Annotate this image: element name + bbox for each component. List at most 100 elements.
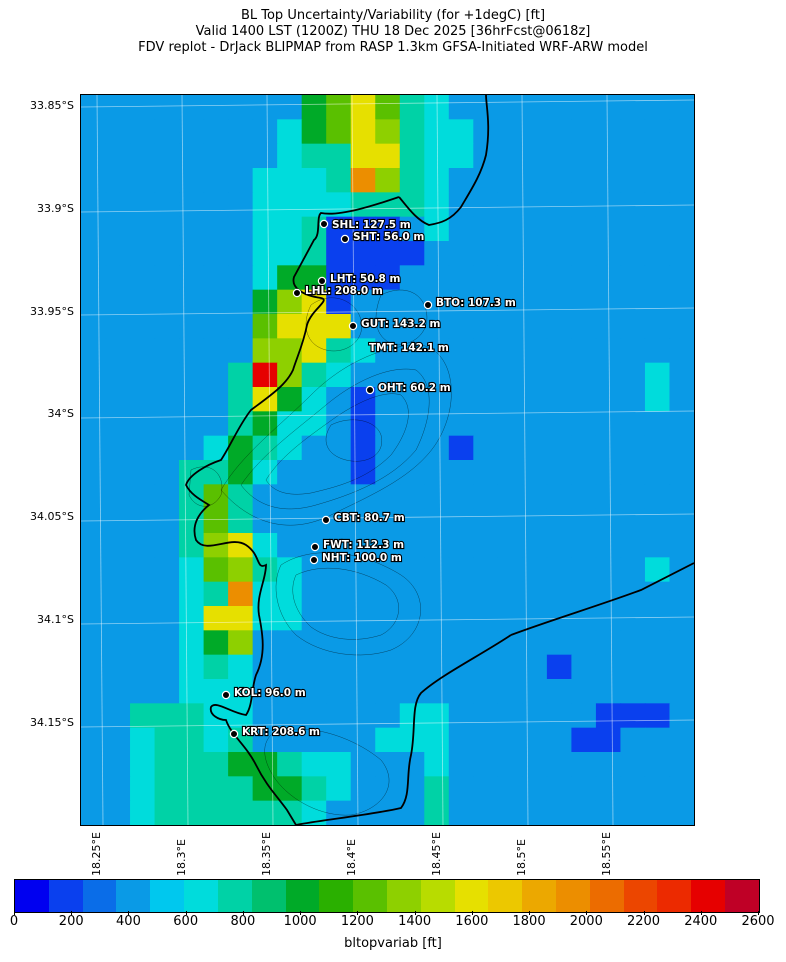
site-marker-icon[interactable] bbox=[423, 300, 433, 310]
grid-cell bbox=[350, 776, 376, 802]
site-marker-icon[interactable] bbox=[321, 515, 331, 525]
grid-cell bbox=[252, 703, 278, 729]
grid-cell bbox=[277, 484, 303, 510]
grid-cell bbox=[546, 557, 572, 583]
grid-cell bbox=[546, 460, 572, 485]
site-marker-icon[interactable] bbox=[348, 321, 358, 331]
grid-cell bbox=[301, 581, 327, 607]
grid-cell bbox=[620, 119, 646, 145]
grid-cell bbox=[424, 435, 450, 461]
grid-cell bbox=[644, 533, 671, 558]
grid-cell bbox=[644, 654, 671, 680]
map-panel[interactable]: SHL: 127.5 m SHT: 56.0 m LHT: 50.8 m LHL: 2… bbox=[80, 94, 695, 826]
grid-cell bbox=[350, 168, 376, 193]
terrain-contour bbox=[325, 419, 383, 462]
grid-cell bbox=[105, 143, 131, 169]
grid-cell bbox=[252, 314, 278, 339]
grid-cell bbox=[154, 289, 180, 315]
grid-cell bbox=[81, 314, 107, 339]
site-marker-icon[interactable] bbox=[309, 555, 319, 565]
grid-cell bbox=[473, 679, 499, 704]
grid-cell bbox=[522, 654, 548, 680]
grid-cell bbox=[497, 557, 523, 583]
grid-cell bbox=[154, 606, 180, 631]
site-marker-icon[interactable] bbox=[310, 542, 320, 552]
grid-cell bbox=[620, 216, 646, 242]
grid-cell bbox=[448, 727, 474, 753]
grid-cell bbox=[522, 387, 548, 412]
grid-cell bbox=[669, 168, 694, 193]
graticule-parallel bbox=[81, 99, 694, 108]
site-label: KOL: 96.0 m bbox=[234, 687, 306, 699]
grid-cell bbox=[571, 241, 597, 266]
grid-cell bbox=[644, 727, 671, 753]
grid-cell bbox=[571, 95, 597, 120]
grid-cell bbox=[154, 241, 180, 266]
grid-cell bbox=[620, 241, 646, 266]
grid-cell bbox=[424, 508, 450, 534]
grid-cell bbox=[277, 654, 303, 680]
grid-cell bbox=[203, 265, 229, 291]
grid-cell bbox=[595, 460, 622, 485]
grid-cell bbox=[522, 289, 548, 315]
grid-cell bbox=[473, 727, 499, 753]
grid-cell bbox=[448, 606, 474, 631]
grid-cell bbox=[350, 703, 376, 729]
lat-tick-label: 33.95°S bbox=[30, 305, 74, 318]
site-label: SHL: 127.5 m bbox=[332, 219, 411, 231]
grid-cell bbox=[375, 95, 401, 120]
grid-cell bbox=[522, 435, 548, 461]
grid-cell bbox=[644, 192, 671, 218]
grid-cell bbox=[448, 703, 474, 729]
grid-cell bbox=[228, 460, 254, 485]
grid-cell bbox=[522, 752, 548, 777]
grid-cell bbox=[571, 460, 597, 485]
grid-cell bbox=[546, 508, 572, 534]
grid-cell bbox=[203, 508, 229, 534]
grid-cell bbox=[546, 143, 572, 169]
graticule-meridian bbox=[96, 95, 104, 825]
grid-cell bbox=[620, 581, 646, 607]
grid-cell bbox=[301, 460, 327, 485]
graticule-meridian bbox=[351, 95, 359, 825]
colorbar-tick-mark bbox=[529, 911, 531, 915]
grid-cell bbox=[375, 606, 401, 631]
grid-cell bbox=[571, 508, 597, 534]
grid-cell bbox=[277, 119, 303, 145]
colorbar-tick-mark bbox=[14, 911, 15, 915]
grid-cell bbox=[105, 241, 131, 266]
grid-cell bbox=[424, 143, 450, 169]
site-marker-icon[interactable] bbox=[365, 385, 375, 395]
grid-cell bbox=[179, 387, 205, 412]
site-marker-icon[interactable] bbox=[317, 276, 327, 286]
grid-cell bbox=[105, 630, 131, 656]
grid-cell bbox=[399, 411, 425, 437]
grid-cell bbox=[375, 216, 401, 242]
grid-cell bbox=[277, 460, 303, 485]
grid-cell bbox=[620, 289, 646, 315]
site-marker-icon[interactable] bbox=[229, 729, 239, 739]
grid-cell bbox=[375, 168, 401, 193]
grid-cell bbox=[571, 314, 597, 339]
grid-cell bbox=[399, 289, 425, 315]
colorbar-tick-label: 1400 bbox=[398, 914, 432, 929]
site-marker-icon[interactable] bbox=[292, 288, 302, 298]
forecast-grid bbox=[81, 95, 694, 825]
grid-cell bbox=[252, 533, 278, 558]
grid-cell bbox=[350, 289, 376, 315]
site-marker-icon[interactable] bbox=[319, 219, 329, 229]
site-marker-icon[interactable] bbox=[221, 690, 231, 700]
grid-cell bbox=[228, 679, 254, 704]
site-marker-icon[interactable] bbox=[340, 234, 350, 244]
grid-cell bbox=[424, 265, 450, 291]
grid-cell bbox=[228, 168, 254, 193]
grid-cell bbox=[595, 435, 622, 461]
grid-cell bbox=[669, 411, 694, 437]
grid-cell bbox=[252, 460, 278, 485]
grid-cell bbox=[228, 95, 254, 120]
grid-cell bbox=[375, 192, 401, 218]
grid-cell bbox=[522, 143, 548, 169]
grid-cell bbox=[350, 727, 376, 753]
grid-cell bbox=[669, 241, 694, 266]
